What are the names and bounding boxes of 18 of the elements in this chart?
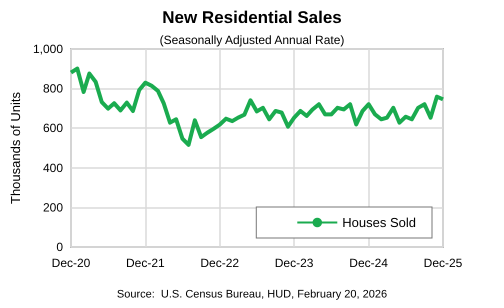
x-tick-label: Dec-20: [52, 256, 91, 270]
y-tick-label: 800: [42, 82, 64, 96]
x-tick-label: Dec-25: [424, 256, 463, 270]
x-tick-label: Dec-21: [126, 256, 166, 270]
x-tick-label: Dec-24: [349, 256, 388, 270]
y-tick-label: 1,000: [32, 42, 64, 56]
y-axis-title: Thousands of Units: [8, 92, 24, 204]
x-tick-label: Dec-22: [200, 256, 240, 270]
y-tick-label: 0: [56, 240, 64, 254]
chart-title: New Residential Sales: [162, 8, 342, 27]
line-series: [69, 66, 445, 147]
y-tick-label: 400: [42, 160, 64, 175]
legend-label: Houses Sold: [342, 215, 416, 230]
x-tick-label: Dec-23: [274, 256, 314, 270]
y-tick-label: 600: [42, 121, 64, 136]
chart-subtitle: (Seasonally Adjusted Annual Rate): [160, 33, 344, 47]
source-note: Source: U.S. Census Bureau, HUD, February 20, 2026: [116, 288, 388, 300]
y-tick-label: 200: [42, 200, 64, 214]
